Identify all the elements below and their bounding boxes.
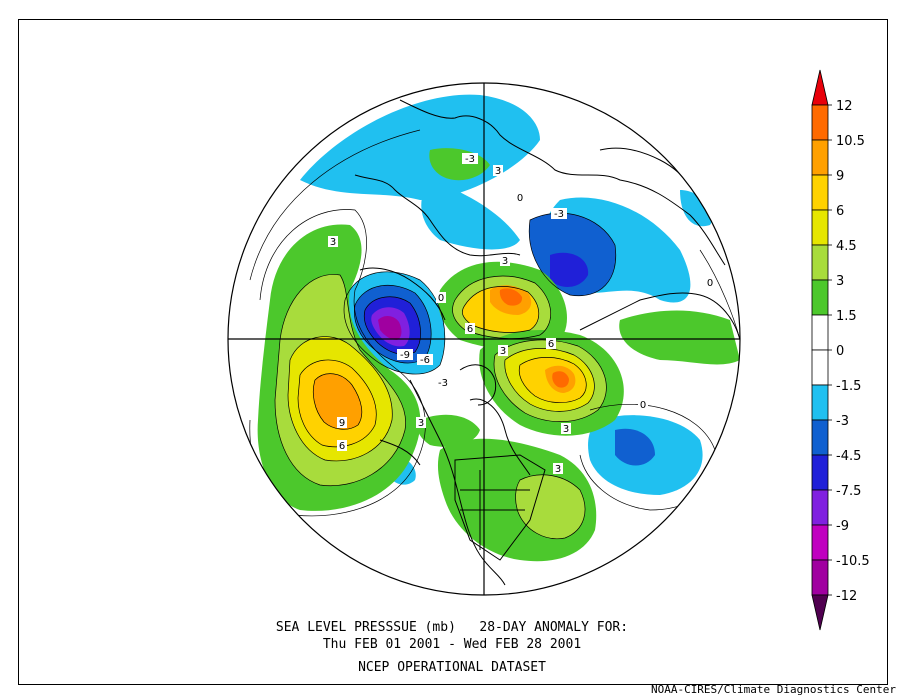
contour-label: 3	[418, 418, 424, 429]
contour-label-bg	[397, 349, 413, 360]
colorbar-label: -12	[836, 589, 857, 604]
contour-label: 0	[707, 278, 713, 289]
colorbar-label: 3	[836, 274, 844, 289]
contour-label: -3	[438, 378, 448, 389]
colorbar-label: -9	[836, 519, 849, 534]
colorbar-swatch	[811, 489, 829, 526]
contour-label: -9	[400, 350, 410, 361]
contour-label: 6	[339, 441, 345, 452]
contour-label: 3	[555, 464, 561, 475]
colorbar-label: 1.5	[836, 309, 857, 324]
contour-label: -3	[554, 209, 564, 220]
contour-label: 3	[500, 346, 506, 357]
contour-label-bg	[337, 440, 347, 451]
colorbar: 12 10.5 9 6 4.5 3 1.5 0 -1.5 -3 -4.5 -7.5 -9 -10.5 -12	[811, 69, 870, 631]
colorbar-label: -4.5	[836, 449, 861, 464]
colorbar-label: -7.5	[836, 484, 861, 499]
colorbar-label: -1.5	[836, 379, 861, 394]
colorbar-swatch	[811, 104, 829, 141]
colorbar-swatch	[811, 279, 829, 316]
contour-label-bg	[337, 417, 347, 428]
contour-label: -6	[420, 355, 430, 366]
contour-label-bg	[493, 165, 503, 176]
contour-label-bg	[462, 153, 478, 164]
contour-label-bg	[551, 208, 567, 219]
contour-label: 6	[548, 339, 554, 350]
colorbar-swatch	[811, 209, 829, 246]
colorbar-swatch	[811, 139, 829, 176]
colorbar-label: 9	[836, 169, 844, 184]
contour-label-bg	[553, 463, 563, 474]
contour-label: 3	[330, 237, 336, 248]
colorbar-label: 4.5	[836, 239, 857, 254]
colorbar-bottom-arrow	[811, 594, 829, 631]
colorbar-swatch	[811, 314, 829, 351]
colorbar-label: 10.5	[836, 134, 865, 149]
colorbar-label: 12	[836, 99, 853, 114]
colorbar-swatch	[811, 384, 829, 421]
contour-label-bg	[561, 423, 571, 434]
colorbar-swatch	[811, 419, 829, 456]
colorbar-label: 0	[836, 344, 844, 359]
contour-label: 9	[339, 418, 345, 429]
contour-label-bg	[515, 192, 525, 203]
colorbar-swatch	[811, 349, 829, 386]
colorbar-swatch	[811, 559, 829, 596]
colorbar-label: -3	[836, 414, 849, 429]
colorbar-swatch	[811, 454, 829, 491]
contour-label-bg	[546, 338, 556, 349]
contour-label-bg	[705, 277, 715, 288]
contour-label-bg	[436, 292, 446, 303]
title-line-3: NCEP OPERATIONAL DATASET	[358, 660, 546, 675]
contour-label-bg	[435, 377, 451, 388]
contour-label: 3	[502, 256, 508, 267]
contour-label: 6	[467, 324, 473, 335]
contour-label-bg	[498, 345, 508, 356]
contour-label-bg	[416, 417, 426, 428]
contour-label: 3	[495, 166, 501, 177]
contour-label-bg	[328, 236, 338, 247]
colorbar-label: -10.5	[836, 554, 870, 569]
colorbar-swatch	[811, 244, 829, 281]
contour-label: 0	[640, 400, 646, 411]
contour-label-bg	[417, 354, 433, 365]
colorbar-swatch	[811, 174, 829, 211]
contour-labels: 3 -3 3 0 6 -9 -6 6 3 9 6 3 3 0 -3 3 0 0 -3 3	[328, 153, 715, 475]
contour-label-bg	[638, 399, 648, 410]
contour-label: 0	[517, 193, 523, 204]
credit-text: NOAA-CIRES/Climate Diagnostics Center	[650, 683, 896, 696]
contour-label: -3	[465, 154, 475, 165]
contour-label: 0	[438, 293, 444, 304]
colorbar-swatch	[811, 524, 829, 561]
colorbar-label: 6	[836, 204, 844, 219]
contour-label: 3	[563, 424, 569, 435]
colorbar-top-arrow	[811, 69, 829, 106]
title-line-1: SEA LEVEL PRESSSUE (mb) 28-DAY ANOMALY F…	[275, 620, 629, 635]
contour-label-bg	[465, 323, 475, 334]
contour-label-bg	[500, 255, 510, 266]
title-line-2: Thu FEB 01 2001 - Wed FEB 28 2001	[322, 637, 582, 652]
